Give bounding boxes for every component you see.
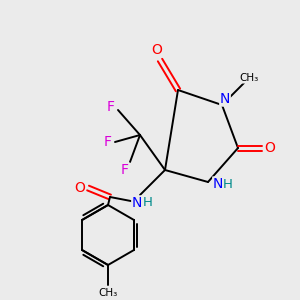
Text: F: F <box>104 135 112 149</box>
Text: N: N <box>132 196 142 210</box>
Text: O: O <box>265 141 275 155</box>
Text: O: O <box>75 181 86 195</box>
Text: H: H <box>143 196 153 209</box>
Text: N: N <box>220 92 230 106</box>
Text: N: N <box>213 177 223 191</box>
Text: O: O <box>152 43 162 57</box>
Text: F: F <box>107 100 115 114</box>
Text: H: H <box>223 178 233 190</box>
Text: CH₃: CH₃ <box>98 288 118 298</box>
Text: F: F <box>121 163 129 177</box>
Text: CH₃: CH₃ <box>239 73 259 83</box>
